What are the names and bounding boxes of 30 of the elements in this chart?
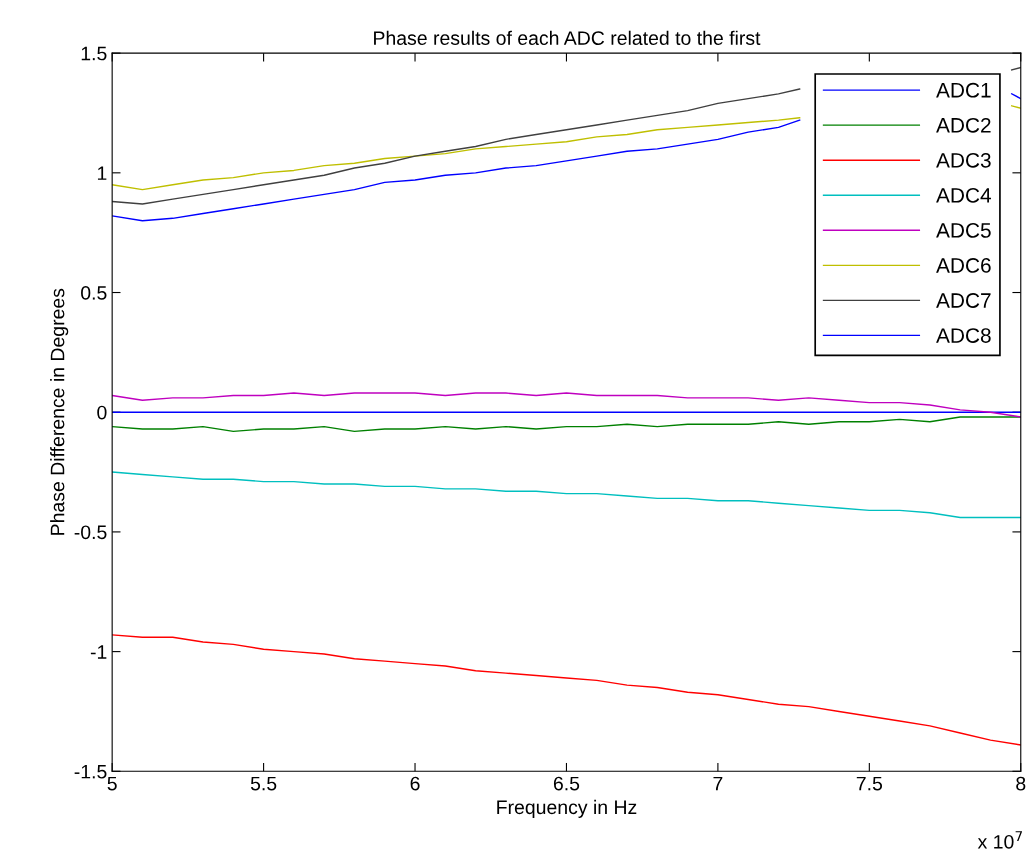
line-series [112, 416, 1021, 433]
line-series [112, 471, 1021, 519]
y-tick-label: 1.5 [81, 46, 107, 61]
x-tick-label: 6.5 [553, 776, 580, 791]
y-tick-label: 1 [97, 166, 107, 180]
legend-label: ADC7 [936, 293, 991, 308]
legend-label: ADC8 [936, 328, 991, 343]
y-tick-label: -1.5 [74, 764, 107, 779]
y-tick-label: 0 [97, 405, 107, 420]
x-tick-label: 6 [410, 776, 420, 791]
x-tick-label: 5 [107, 776, 117, 791]
legend-label: ADC4 [936, 187, 991, 203]
text: x 10$^{7}$ [977, 831, 1023, 849]
legend-label: ADC1 [936, 82, 991, 98]
line-series [112, 634, 1021, 746]
legend-label: ADC5 [936, 223, 991, 238]
x-axis-title: Frequency in Hz [497, 799, 637, 818]
x-tick-label: 8 [1016, 776, 1026, 791]
legend-label: ADC2 [936, 117, 991, 133]
line-series [112, 392, 1021, 418]
x-tick-label: 5.5 [250, 776, 277, 791]
y-axis-title: Phase Difference in Degrees [50, 288, 69, 535]
chart-title: Phase results of each ADC related to the first [374, 30, 761, 45]
x-tick-label: 7 [713, 776, 723, 791]
y-tick-label: -1 [90, 645, 107, 659]
legend-label: ADC6 [936, 258, 991, 273]
y-tick-label: -0.5 [74, 525, 107, 540]
x-tick-label: 7.5 [856, 776, 883, 791]
y-tick-label: 0.5 [81, 285, 107, 300]
legend-label: ADC3 [936, 152, 991, 168]
